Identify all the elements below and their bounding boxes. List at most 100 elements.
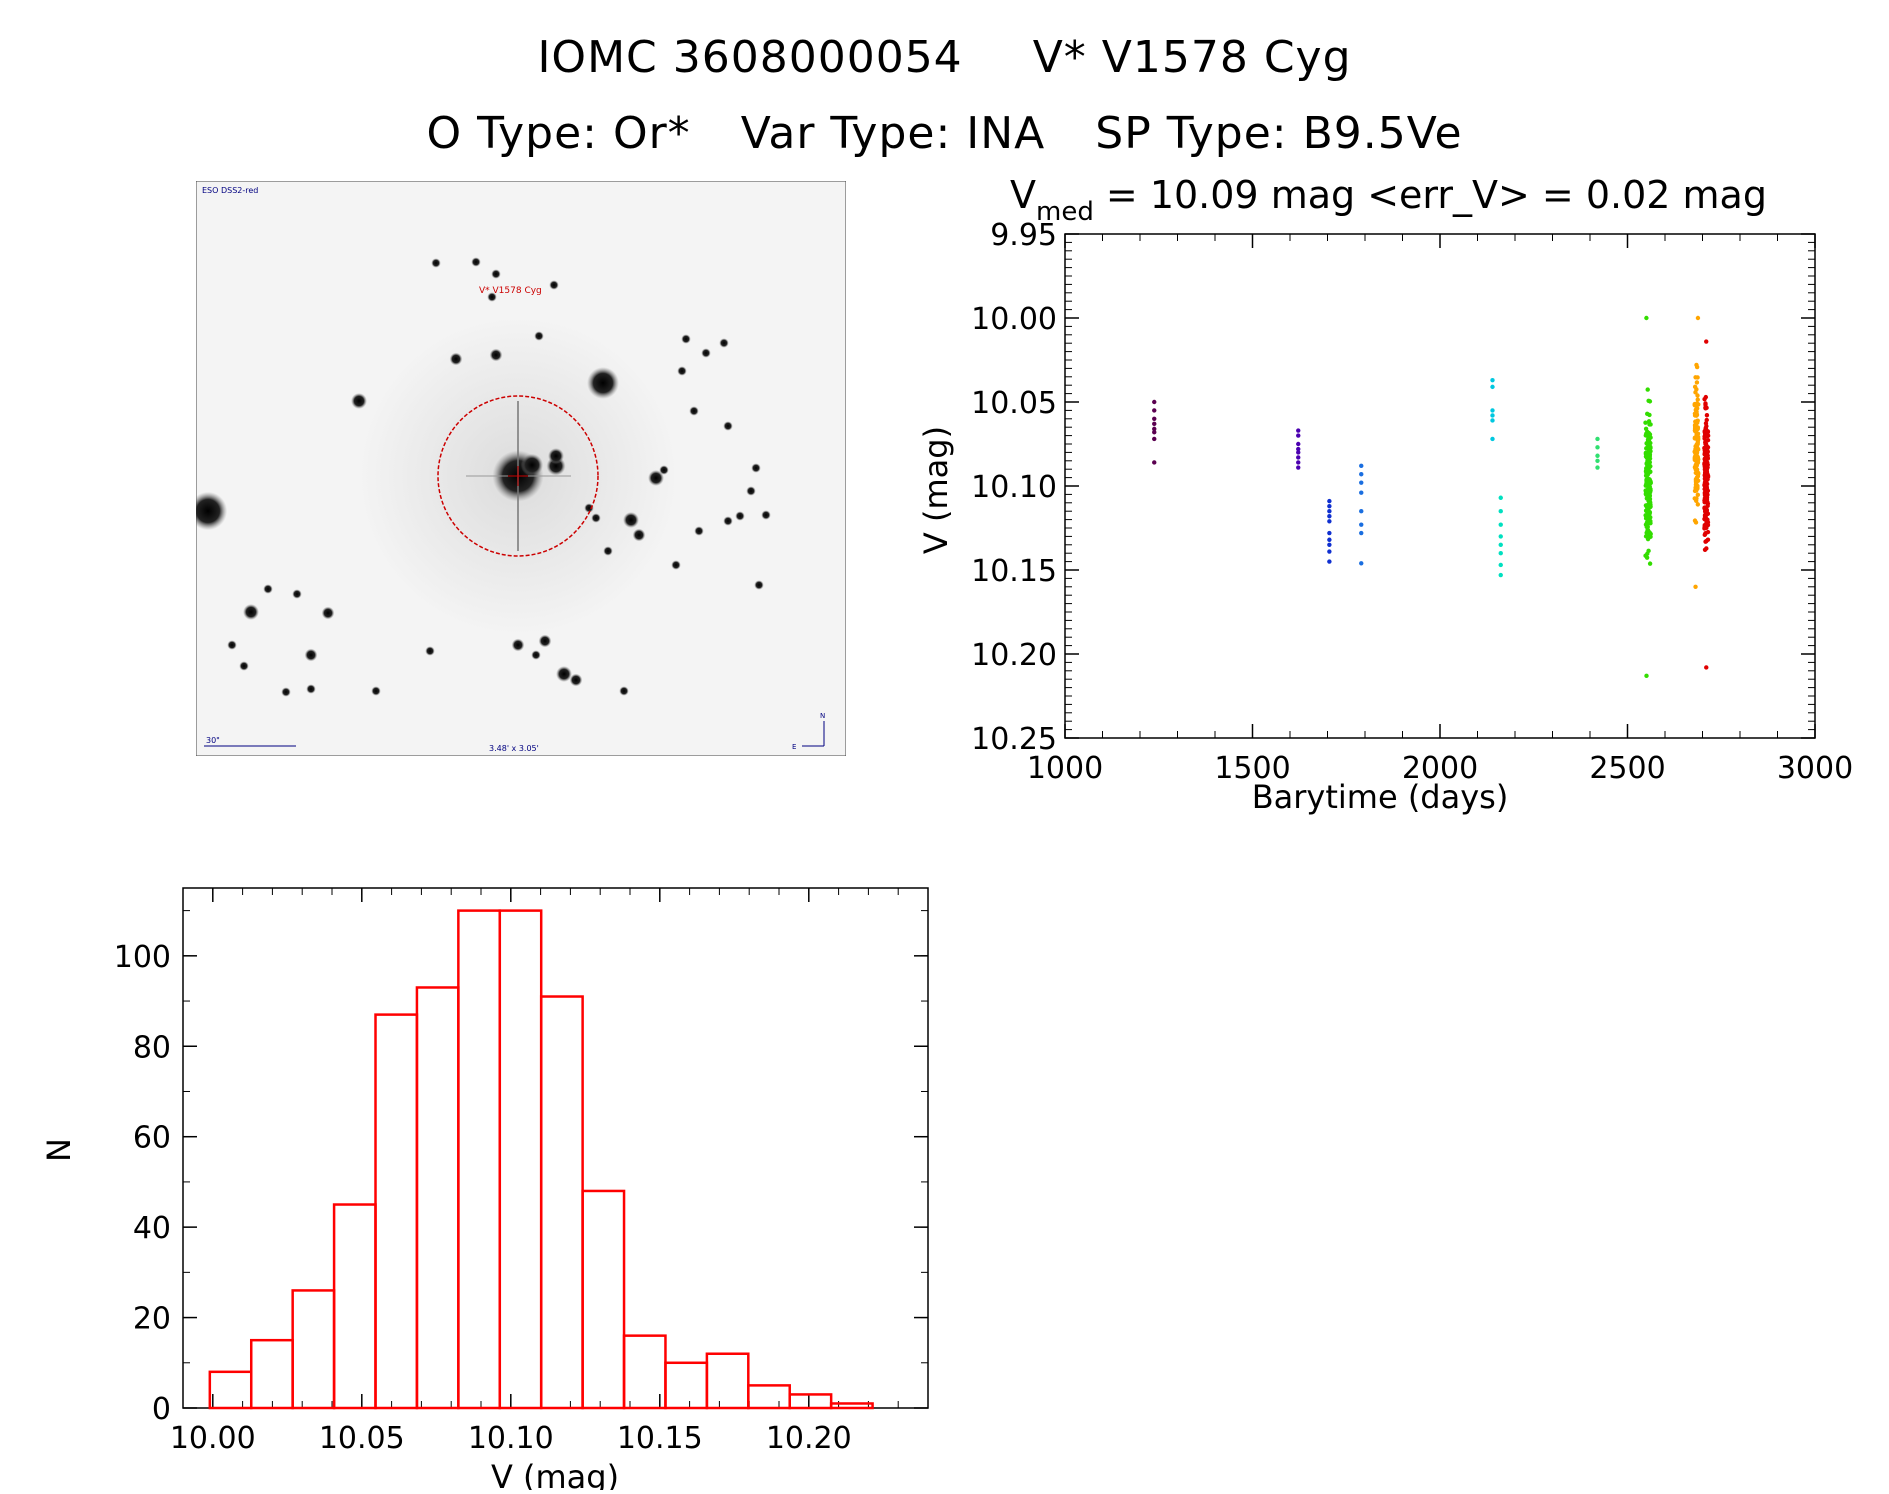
lightcurve-ylabel: V (mag) [917,426,955,554]
data-point [1692,454,1698,460]
data-point [1296,428,1301,433]
data-point [1648,449,1653,454]
histogram-bar [332,1203,377,1410]
east-label: E [792,743,796,751]
data-point [1694,409,1699,414]
lightcurve-points [1152,315,1711,679]
chart-title-line2: O Type: Or* Var Type: INA SP Type: B9.5Ve [0,108,1889,159]
data-point [1327,514,1332,519]
data-point [1152,421,1157,427]
y-tick-label: 9.95 [990,218,1057,253]
data-point [1647,514,1652,520]
data-point [1702,547,1708,553]
data-point [1595,453,1600,458]
data-point [1644,487,1650,493]
y-tick-label: 20 [133,1302,171,1337]
data-point [1490,384,1495,390]
x-tick-label: 10.00 [170,1421,256,1456]
y-tick-label: 80 [133,1030,171,1065]
data-point [1296,455,1301,460]
data-point [1359,530,1364,536]
data-point [1693,584,1698,589]
star [694,526,704,536]
histogram-bar [539,995,584,1410]
data-point [1490,418,1495,423]
star [281,687,291,697]
star [425,646,435,656]
spectral-type: SP Type: B9.5Ve [1095,108,1463,159]
star [632,528,646,542]
data-point [1359,509,1364,514]
star [489,348,503,362]
data-point [1644,509,1650,514]
data-point [1645,453,1650,458]
histogram-chart: 10.00 10.05 10.10 10.15 10.20 0 20 40 60 80 100 V … [40,887,929,1490]
histogram-bar [291,1289,336,1410]
histogram-bar [664,1361,709,1410]
data-point [1359,480,1364,485]
data-point [1490,377,1495,383]
data-point [1702,496,1708,501]
data-point [1643,420,1648,425]
star [689,406,699,416]
data-point [1702,480,1708,485]
x-tick-label: 2000 [1402,751,1478,786]
star [591,513,601,523]
data-point [1327,498,1332,504]
data-point [1327,530,1332,536]
histogram-bar [705,1352,750,1410]
data-point [1645,411,1650,417]
y-tick-label: 10.20 [971,638,1057,673]
data-point [1327,509,1332,514]
data-point [1644,441,1649,446]
star [243,604,259,620]
data-point [1695,492,1701,498]
field-size-label: 3.48' x 3.05' [489,744,539,753]
data-point [1693,520,1699,525]
y-tick-label: 40 [133,1211,171,1246]
star [723,516,733,526]
data-point [1704,444,1710,450]
y-tick-label: 10.15 [971,554,1057,589]
data-point [1296,446,1301,452]
data-point [1648,422,1653,427]
data-point [1646,437,1652,443]
data-point [1498,542,1503,547]
data-point [1296,450,1301,455]
y-tick-label: 10.10 [971,470,1057,505]
data-point [1692,436,1698,441]
data-point [1643,513,1648,518]
histogram-xlabel: V (mag) [491,1458,619,1490]
star [487,292,497,302]
star [761,510,771,520]
data-point [1645,524,1650,530]
data-point [1694,364,1700,370]
lightcurve-xlabel: Barytime (days) [1252,778,1509,816]
north-label: N [820,712,825,720]
data-point [1694,467,1700,472]
data-point [1693,390,1698,395]
lightcurve-chart: Vmed = 10.09 mag <err_V> = 0.02 mag 1000… [917,173,1853,816]
data-point [1702,436,1707,441]
object-id: IOMC 3608000054 [537,32,963,83]
star [659,465,669,475]
survey-label: ESO DSS2-red [202,186,258,195]
data-point [1695,425,1701,430]
data-point [1648,486,1653,492]
data-point [1694,442,1699,447]
x-tick-label: 1000 [1027,751,1103,786]
data-point [1703,531,1708,536]
star [671,560,681,570]
data-point [1704,521,1709,526]
histogram-axes: 10.00 10.05 10.10 10.15 10.20 0 20 40 60 80 100 [114,887,929,1456]
y-tick-label: 60 [133,1121,171,1156]
star [196,491,228,531]
data-point [1703,509,1708,514]
star [681,334,691,344]
data-point [1704,429,1709,434]
star [534,331,544,341]
data-point [1705,473,1710,478]
data-point [1296,465,1301,470]
chart-title-line1: IOMC 3608000054 V* V1578 Cyg [0,32,1889,83]
data-point [1645,504,1651,509]
